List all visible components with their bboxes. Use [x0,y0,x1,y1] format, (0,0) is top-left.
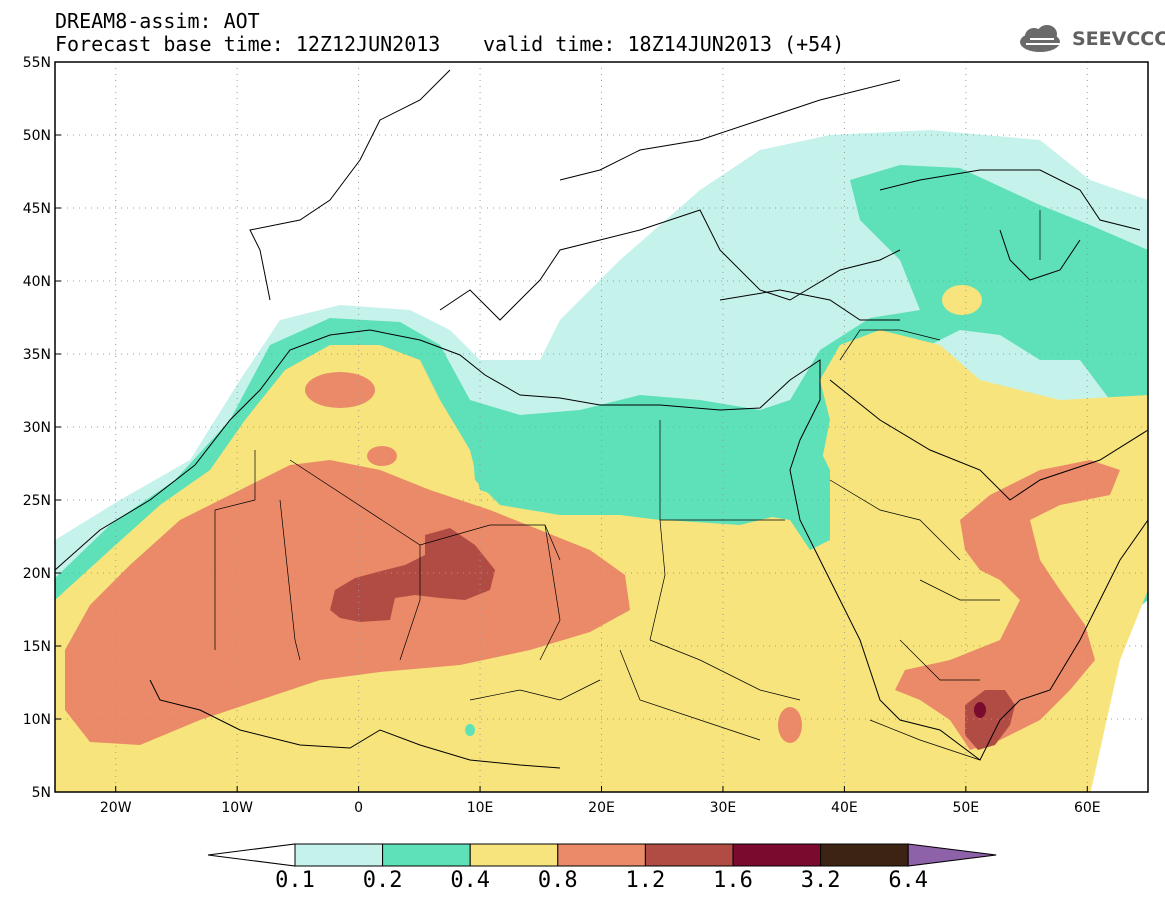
latitude-labels: 55N 50N 45N 40N 35N 30N 25N 20N 15N 10N 5N [23,55,61,801]
latitude-label: 30N [23,420,51,436]
longitude-label: 40E [831,800,858,816]
colorbar-swatch [294,843,384,867]
longitude-label: 50E [952,800,979,816]
aot-turquoise-egypt [470,410,830,550]
latitude-label: 55N [23,55,51,71]
aot-spot-salmon-sudan [778,707,802,743]
longitude-label: 0 [354,800,363,816]
colorbar-tick-label: 0.4 [450,868,491,893]
aot-band-1.2-sahara [330,528,495,622]
longitude-label: 60E [1074,800,1101,816]
aot-fields [55,130,1148,792]
colorbar-swatch [557,843,646,867]
seevccc-logo [1020,25,1060,52]
colorbar-tick-label: 0.1 [275,868,315,893]
latitude-label: 50N [23,128,51,144]
country-borders [214,210,1041,761]
aot-spot-yellow-iran [942,285,982,315]
logo-text: SEEVCCC [1072,28,1165,50]
latitude-label: 10N [23,712,51,728]
latitude-label: 40N [23,274,51,290]
colorbar-swatch [644,843,734,867]
colorbar-tick-label: 1.6 [713,868,753,893]
valid-time: valid time: 18Z14JUN2013 (+54) [483,32,845,56]
forecast-base-time: Forecast base time: 12Z12JUN2013 [55,32,441,56]
cloud-icon [1020,25,1060,52]
aot-spot-salmon-algeria [367,446,397,466]
aot-spot-turquoise-nigeria [465,724,475,736]
longitude-label: 10E [467,800,494,816]
longitude-label: 10W [221,800,253,816]
latitude-label: 45N [23,201,51,217]
colorbar-low-arrow [207,843,296,867]
aot-spot-salmon-morocco [305,372,375,408]
latitude-label: 35N [23,347,51,363]
latitude-label: 15N [23,639,51,655]
longitude-label: 30E [710,800,737,816]
colorbar-tick-label: 0.8 [537,868,578,893]
colorbar-high-arrow [907,843,997,867]
coastlines [54,69,1149,769]
colorbar-swatch [469,843,559,867]
aot-band-1.6-peak [974,702,986,718]
map-title: DREAM8-assim: AOT [55,9,260,33]
colorbar-tick-label: 1.2 [625,868,666,893]
colorbar-tick-label: 0.2 [362,868,403,893]
latitude-label: 5N [32,785,51,801]
colorbar-swatch [732,843,822,867]
graticule [55,62,1148,792]
colorbar-tick-label: 6.4 [888,868,929,893]
colorbar [207,843,997,867]
longitude-label: 20E [588,800,615,816]
latitude-label: 25N [23,493,51,509]
latitude-label: 20N [23,566,51,582]
longitude-labels: 20W 10W 0 10E 20E 30E 40E 50E 60E [100,786,1101,816]
colorbar-swatch [820,843,909,867]
colorbar-tick-label: 3.2 [800,868,841,893]
aot-band-0.8-east [895,460,1120,750]
colorbar-swatch [382,843,471,867]
longitude-label: 20W [100,800,132,816]
